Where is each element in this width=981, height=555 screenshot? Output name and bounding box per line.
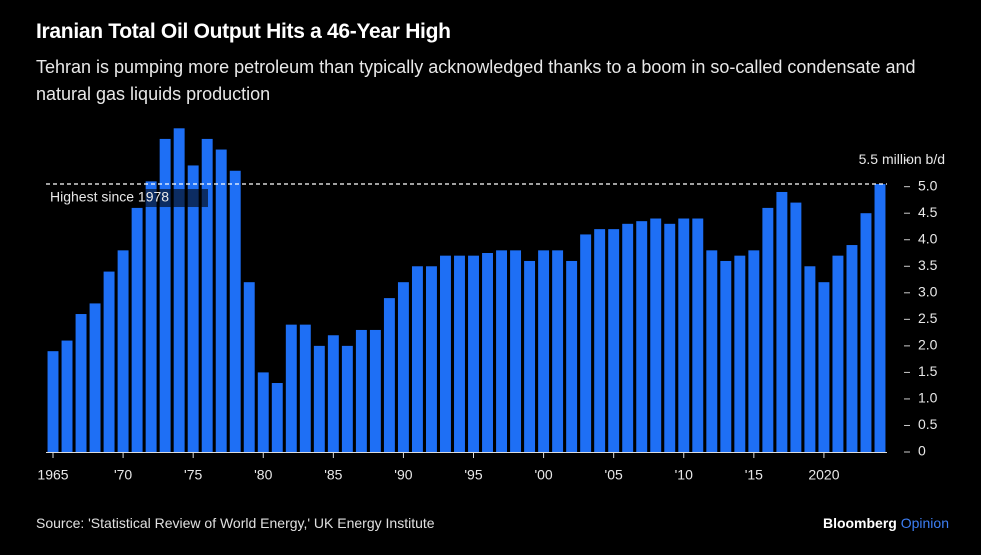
bar	[692, 218, 704, 452]
bar	[622, 223, 634, 452]
bar	[187, 165, 199, 453]
bar	[790, 202, 802, 452]
bar	[285, 324, 297, 452]
bar	[552, 250, 564, 452]
y-tick-label: 4.0	[918, 230, 938, 246]
bar	[468, 255, 479, 452]
brand-name: Bloomberg	[822, 515, 897, 531]
bar	[313, 345, 325, 452]
bar	[580, 234, 592, 452]
x-tick-label: '90	[394, 467, 412, 483]
chart-title: Iranian Total Oil Output Hits a 46-Year …	[36, 20, 451, 43]
bar	[720, 260, 732, 452]
bar	[454, 255, 465, 452]
x-tick-label: '70	[114, 467, 132, 483]
bar	[131, 207, 143, 452]
y-tick-label: 5.0	[918, 177, 938, 193]
x-tick-label: '00	[534, 467, 552, 483]
bar	[229, 170, 241, 453]
bar	[874, 184, 886, 452]
bar	[608, 229, 620, 452]
bar	[411, 266, 423, 452]
bar	[748, 250, 760, 452]
bar	[47, 351, 59, 452]
bar	[678, 218, 690, 452]
annotation-bg	[48, 189, 208, 208]
bar	[327, 335, 339, 452]
x-tick-label: '80	[254, 467, 272, 483]
brand-section: Opinion	[900, 515, 949, 531]
bar	[145, 181, 157, 452]
bar	[159, 138, 171, 452]
x-tick-label: '75	[184, 467, 202, 483]
bar	[201, 138, 213, 452]
x-tick-label: '85	[324, 467, 342, 483]
bar	[818, 282, 830, 452]
y-tick-label: 0.5	[918, 416, 938, 432]
bar	[762, 207, 774, 452]
x-tick-label: '05	[605, 467, 623, 483]
y-tick-label: 0	[918, 443, 926, 459]
y-tick-label: 4.5	[918, 204, 938, 220]
x-tick-label: '10	[675, 467, 693, 483]
bar	[832, 255, 844, 452]
y-tick-label: 3.0	[918, 284, 938, 300]
bar	[117, 250, 129, 452]
bar	[341, 345, 353, 452]
y-tick-label: 1.5	[918, 363, 938, 379]
y-tick-label: 5.5 million b/d	[859, 151, 945, 167]
bar	[355, 329, 367, 452]
y-tick-label: 2.0	[918, 337, 938, 353]
bar	[734, 255, 746, 452]
bar	[89, 303, 101, 452]
bar	[440, 255, 451, 452]
bar	[524, 260, 536, 452]
bar	[650, 218, 662, 452]
bar	[496, 250, 508, 452]
bar	[566, 260, 578, 452]
bar	[299, 324, 311, 452]
bar	[706, 250, 718, 452]
x-tick-label: 1965	[37, 467, 68, 483]
bar	[664, 223, 676, 452]
bar	[846, 245, 858, 452]
annotation: Highest since 1978	[50, 189, 169, 205]
bar	[510, 250, 522, 452]
bar	[804, 266, 816, 452]
bar	[860, 213, 872, 452]
bar	[776, 191, 788, 452]
y-tick-label: 3.5	[918, 257, 938, 273]
brand: Bloomberg Opinion	[823, 515, 949, 531]
chart-subtitle: Tehran is pumping more petroleum than ty…	[36, 57, 916, 104]
bar	[538, 250, 550, 452]
bar	[636, 221, 648, 452]
bar	[482, 253, 493, 452]
x-tick-label: '95	[464, 467, 482, 483]
x-tick-label: 2020	[808, 467, 839, 483]
bar	[173, 128, 185, 452]
y-tick-label: 2.5	[918, 310, 938, 326]
bar	[103, 271, 115, 452]
bar	[61, 340, 73, 452]
bar	[75, 314, 87, 452]
bar	[271, 383, 283, 452]
bar	[383, 298, 395, 452]
bar	[397, 282, 409, 452]
bar	[425, 266, 437, 452]
bar	[594, 229, 606, 452]
bar	[369, 329, 381, 452]
source: Source: 'Statistical Review of World Ene…	[36, 515, 435, 531]
y-tick-label: 1.0	[918, 390, 938, 406]
x-tick-label: '15	[745, 467, 763, 483]
bar	[215, 149, 227, 452]
bar	[243, 282, 255, 452]
bar	[257, 372, 269, 452]
